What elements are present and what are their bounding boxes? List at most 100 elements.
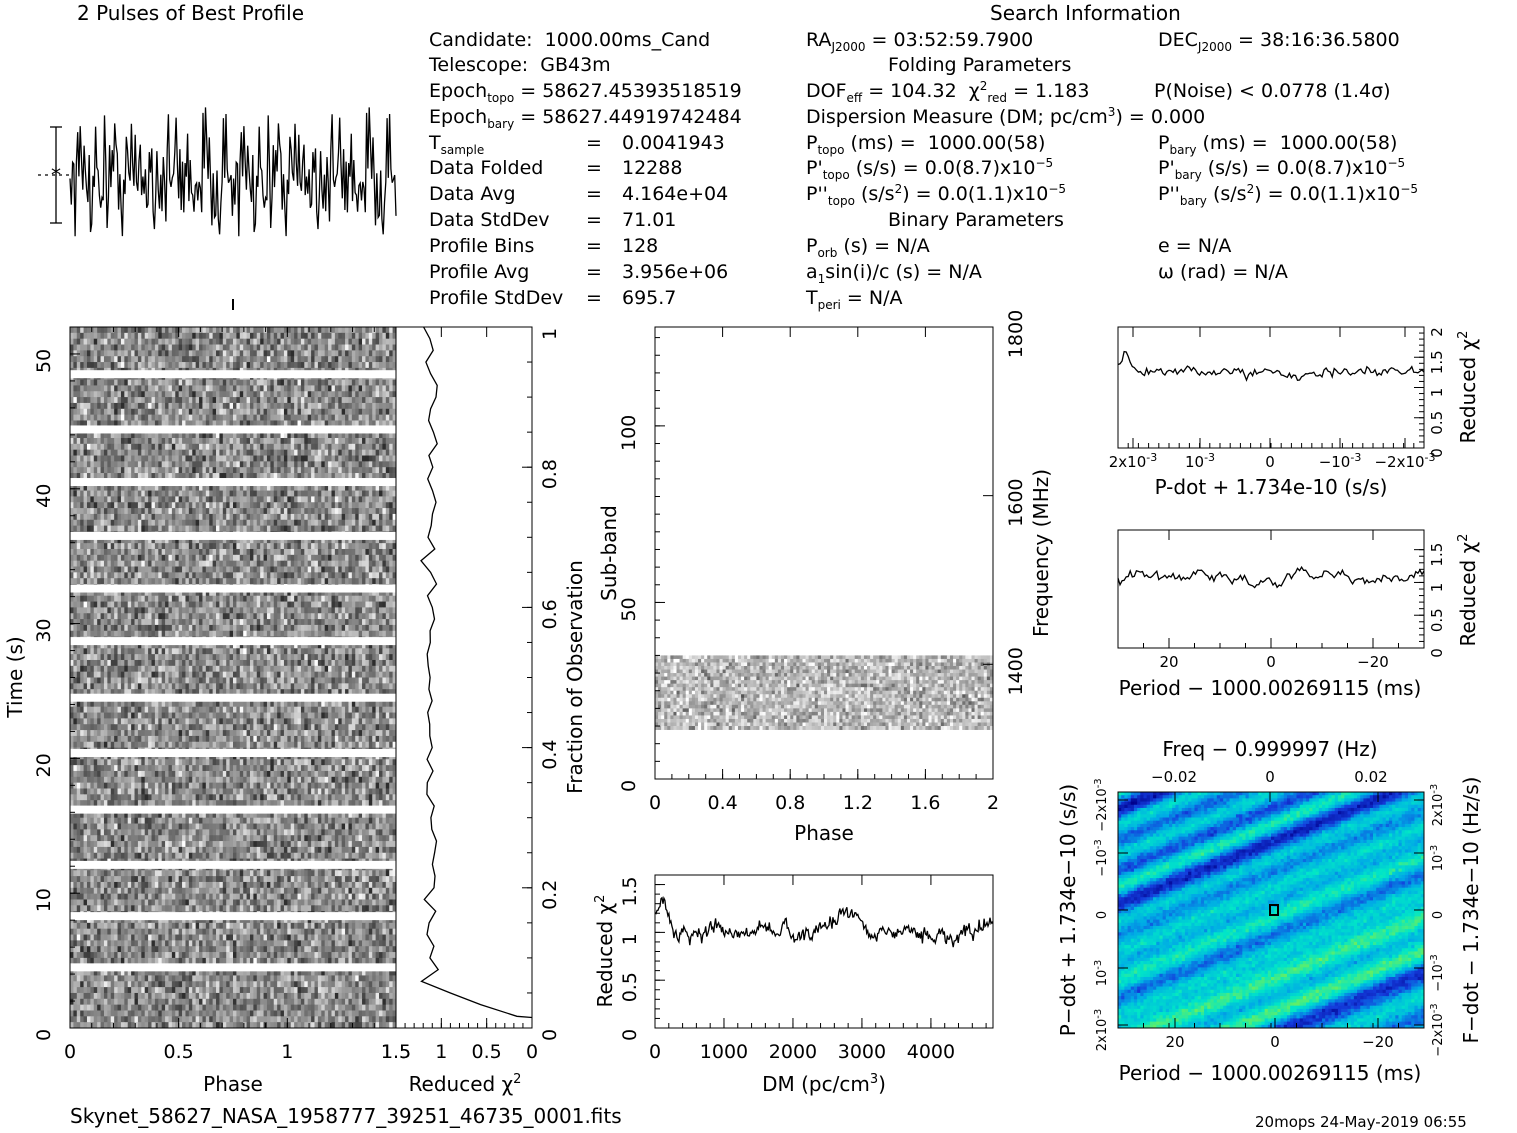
heat-cell (219, 561, 223, 567)
heat-cell (213, 345, 217, 351)
heat-cell (114, 345, 118, 351)
heat-cell (87, 461, 91, 467)
heat-cell (206, 450, 210, 456)
heat-cell (274, 520, 278, 526)
heat-cell (298, 619, 302, 625)
heat-cell (118, 549, 122, 555)
heat-cell (328, 602, 332, 608)
heat-cell (281, 403, 285, 409)
heat-cell (315, 572, 319, 578)
heat-cell (209, 508, 213, 514)
heat-cell (114, 450, 118, 456)
heat-cell (223, 578, 227, 584)
heat-cell (287, 397, 291, 403)
heat-cell (73, 339, 77, 345)
heat-cell (247, 415, 251, 421)
heat-cell (121, 508, 125, 514)
heat-cell (348, 508, 352, 514)
heat-cell (376, 327, 380, 333)
heat-cell (291, 467, 295, 473)
heat-cell (362, 345, 366, 351)
heat-cell (175, 502, 179, 508)
heat-cell (331, 555, 335, 561)
heat-cell (206, 403, 210, 409)
heat-cell (216, 491, 220, 497)
heat-cell (111, 613, 115, 619)
heat-cell (291, 514, 295, 520)
heat-cell (158, 619, 162, 625)
heat-cell (362, 456, 366, 462)
heat-cell (206, 333, 210, 339)
heat-cell (264, 385, 268, 391)
heat-cell (291, 339, 295, 345)
heat-cell (206, 496, 210, 502)
heat-cell (87, 415, 91, 421)
heat-cell (284, 350, 288, 356)
heat-cell (335, 502, 339, 508)
heat-cell (175, 572, 179, 578)
heat-cell (77, 602, 81, 608)
heat-cell (352, 496, 356, 502)
heat-cell (230, 409, 234, 415)
heat-cell (104, 409, 108, 415)
heat-cell (335, 450, 339, 456)
heat-cell (124, 403, 128, 409)
heat-cell (257, 508, 261, 514)
heat-cell (118, 415, 122, 421)
heat-cell (311, 362, 315, 368)
heat-cell (206, 555, 210, 561)
heat-cell (175, 496, 179, 502)
heat-cell (213, 438, 217, 444)
heat-cell (185, 339, 189, 345)
heat-cell (141, 613, 145, 619)
heat-cell (335, 491, 339, 497)
heat-cell (97, 415, 101, 421)
heat-cell (114, 456, 118, 462)
heat-cell (148, 461, 152, 467)
heat-cell (165, 526, 169, 532)
heat-cell (365, 625, 369, 631)
heat-cell (118, 496, 122, 502)
heat-cell (77, 391, 81, 397)
heat-cell (165, 409, 169, 415)
heat-cell (253, 450, 257, 456)
heat-cell (304, 345, 308, 351)
heat-cell (308, 444, 312, 450)
heat-cell (145, 444, 149, 450)
heat-cell (257, 415, 261, 421)
heat-cell (359, 596, 363, 602)
heat-cell (192, 596, 196, 602)
heat-cell (158, 415, 162, 421)
heat-cell (223, 596, 227, 602)
heat-cell (135, 362, 139, 368)
heat-cell (270, 415, 274, 421)
heat-cell (315, 362, 319, 368)
heat-cell (230, 444, 234, 450)
heat-cell (121, 380, 125, 386)
heat-cell (233, 549, 237, 555)
heat-cell (135, 514, 139, 520)
heat-cell (247, 496, 251, 502)
heat-cell (152, 596, 156, 602)
heat-cell (386, 438, 390, 444)
heat-cell (335, 380, 339, 386)
heat-cell (291, 613, 295, 619)
heat-cell (196, 607, 200, 613)
heat-cell (352, 625, 356, 631)
heat-cell (199, 607, 203, 613)
heat-cell (70, 619, 74, 625)
heat-cell (369, 397, 373, 403)
heat-cell (158, 339, 162, 345)
heat-cell (355, 467, 359, 473)
heat-cell (308, 456, 312, 462)
heat-cell (206, 596, 210, 602)
heat-cell (168, 461, 172, 467)
heat-cell (335, 333, 339, 339)
heat-cell (131, 613, 135, 619)
heat-cell (131, 496, 135, 502)
heat-cell (199, 602, 203, 608)
heat-cell (331, 491, 335, 497)
heat-cell (362, 409, 366, 415)
heat-cell (185, 613, 189, 619)
heat-cell (257, 327, 261, 333)
